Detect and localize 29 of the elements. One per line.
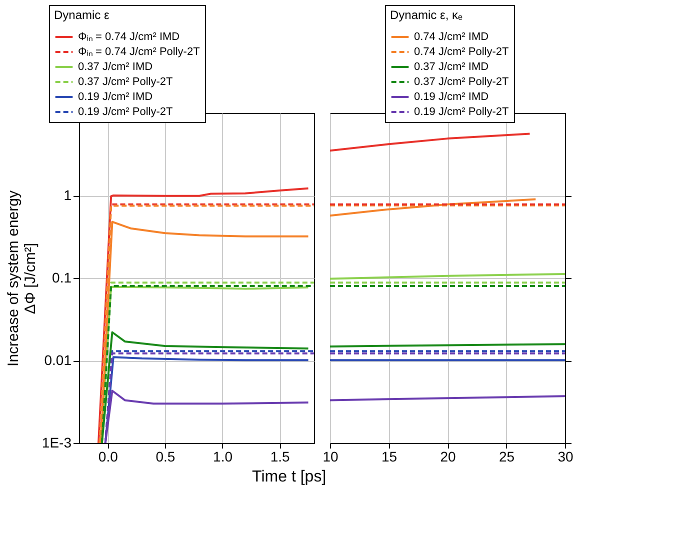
legend-label: 0.74 J/cm² Polly-2T <box>414 46 510 58</box>
legend-title: Dynamic ε <box>54 8 110 22</box>
x-tick-label: 0.0 <box>98 448 118 464</box>
y-axis-title: Increase of system energy ΔΦ [J/cm²] <box>4 190 39 366</box>
legend-title: Dynamic ε, κₑ <box>390 8 464 22</box>
x-tick-label: 25 <box>498 448 515 464</box>
legend-label: 0.37 J/cm² IMD <box>414 61 489 73</box>
x-tick-label: 1.0 <box>213 448 233 464</box>
legend-label: Φᵢₙ = 0.74 J/cm² Polly-2T <box>78 46 200 58</box>
y-tick-label: 1E-3 <box>42 434 72 450</box>
x-tick-label: 1.5 <box>270 448 290 464</box>
legend-label: 0.74 J/cm² IMD <box>414 31 489 43</box>
y-tick-label: 1 <box>64 187 72 203</box>
legend-label: 0.19 J/cm² IMD <box>78 91 153 103</box>
x-tick-label: 10 <box>322 448 338 464</box>
legend-label: 0.37 J/cm² Polly-2T <box>78 76 174 88</box>
legend-label: 0.19 J/cm² IMD <box>414 91 489 103</box>
x-axis-title: Time t [ps] <box>252 468 326 486</box>
x-tick-label: 30 <box>558 448 574 464</box>
x-tick-label: 0.5 <box>156 448 176 464</box>
x-tick-label: 15 <box>381 448 398 464</box>
legend-label: 0.19 J/cm² Polly-2T <box>414 106 510 118</box>
legend-label: 0.37 J/cm² Polly-2T <box>414 76 510 88</box>
x-tick-label: 20 <box>440 448 456 464</box>
legend-label: 0.37 J/cm² IMD <box>78 61 153 73</box>
legend-label: Φᵢₙ = 0.74 J/cm² IMD <box>78 31 180 43</box>
legend-label: 0.19 J/cm² Polly-2T <box>78 106 174 118</box>
y-tick-label: 0.01 <box>44 352 72 368</box>
y-tick-label: 0.1 <box>52 270 72 286</box>
